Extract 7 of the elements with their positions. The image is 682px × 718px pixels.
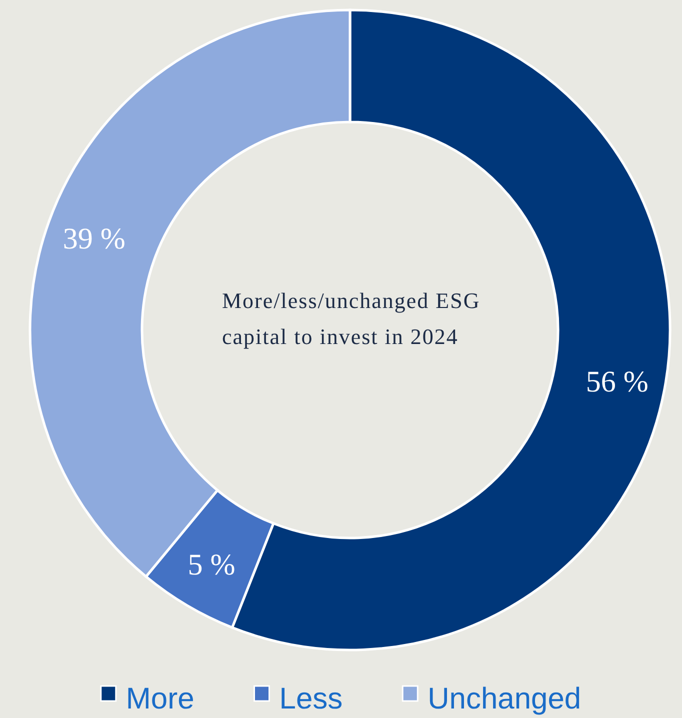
- text: More/less/unchanged ESG capital to invest in 2024: [222, 288, 480, 349]
- data-label: 5 %: [188, 548, 236, 582]
- legend-label: Unchanged: [428, 682, 582, 716]
- data-label: 56 %: [586, 365, 648, 398]
- legend-label: More: [126, 682, 194, 716]
- legend-label: Less: [279, 682, 343, 716]
- data-label: 39 %: [62, 222, 126, 256]
